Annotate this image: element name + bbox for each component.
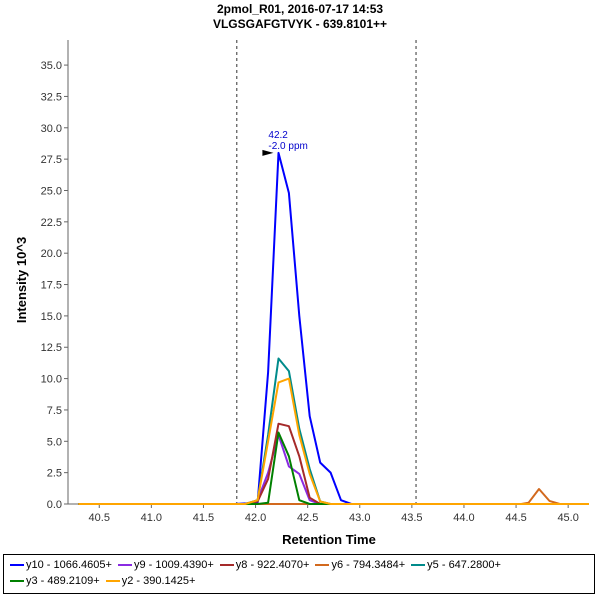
x-tick-label: 43.0 <box>349 512 370 524</box>
y-tick-label: 20.0 <box>41 248 62 260</box>
peak-annotation-text: 42.2 <box>268 130 288 141</box>
x-tick-label: 44.5 <box>505 512 526 524</box>
legend-row: y10 - 1066.4605+ y9 - 1009.4390+ y8 - 922.… <box>10 559 507 575</box>
legend-swatch <box>10 580 24 583</box>
x-tick-label: 41.5 <box>193 512 214 524</box>
series-line <box>78 422 589 505</box>
series-lines <box>78 151 589 505</box>
legend-swatch <box>411 564 426 567</box>
series-line <box>78 151 589 505</box>
y-tick-label: 10.0 <box>41 374 62 386</box>
y-tick-label: 15.0 <box>41 311 62 323</box>
peak-annotation: 42.2-2.0 ppm <box>262 130 308 156</box>
legend-row: y3 - 489.2109+ y2 - 390.1425+ <box>10 575 201 591</box>
x-tick-label: 42.0 <box>245 512 266 524</box>
legend-label: y10 - 1066.4605+ <box>26 559 112 572</box>
y-tick-label: 27.5 <box>41 154 62 166</box>
series-line <box>78 488 589 505</box>
legend-item: y8 - 922.4070+ <box>219 559 310 572</box>
y-tick-label: 7.5 <box>47 405 62 417</box>
series-line <box>78 434 589 505</box>
legend-label: y3 - 489.2109+ <box>26 575 100 588</box>
legend-item: y9 - 1009.4390+ <box>117 559 214 572</box>
x-tick-label: 45.0 <box>557 512 578 524</box>
y-axis-label: Intensity 10^3 <box>14 237 29 323</box>
y-tick-label: 25.0 <box>41 185 62 197</box>
y-tick-label: 12.5 <box>41 342 62 354</box>
axes: 40.5 41.0 41.5 42.0 42.5 43.0 43.5 44.0 44.5 45.0… <box>41 40 589 524</box>
legend-swatch <box>117 564 132 567</box>
y-tick-label: 30.0 <box>41 123 62 135</box>
x-tick-label: 42.5 <box>297 512 318 524</box>
y-tick-label: 2.5 <box>47 468 62 480</box>
x-tick-label: 40.5 <box>89 512 110 524</box>
legend-label: y9 - 1009.4390+ <box>133 559 214 572</box>
y-tick-label: 22.5 <box>41 217 62 229</box>
y-tick-label: 0.0 <box>47 499 62 511</box>
y-tick-label: 32.5 <box>41 91 62 103</box>
legend-item: y10 - 1066.4605+ <box>10 559 112 571</box>
y-tick-label: 5.0 <box>47 436 62 448</box>
peak-annotation-text: -2.0 ppm <box>268 141 307 152</box>
legend-item: y3 - 489.2109+ <box>10 575 100 587</box>
chart-subtitle: VLGSGAFGTVYK - 639.8101++ <box>212 17 388 31</box>
legend-swatch <box>315 564 330 567</box>
legend-swatch <box>105 580 120 583</box>
x-tick-label: 41.0 <box>141 512 162 524</box>
legend-label: y5 - 647.2800+ <box>427 559 501 572</box>
peak-marker <box>262 149 274 156</box>
legend-swatch <box>219 564 234 567</box>
y-tick-label: 35.0 <box>41 60 62 72</box>
legend-label: y2 - 390.1425+ <box>121 575 196 588</box>
x-axis-label: Retention Time <box>282 532 376 547</box>
legend-item: y2 - 390.1425+ <box>105 575 196 588</box>
chart-title: 2pmol_R01, 2016-07-17 14:53 <box>216 2 384 16</box>
legend-item: y5 - 647.2800+ <box>411 559 501 571</box>
x-tick-label: 43.5 <box>401 512 422 524</box>
series-line <box>78 377 589 505</box>
legend-item: y6 - 794.3484+ <box>315 559 405 571</box>
series-line <box>78 431 589 505</box>
integration-boundaries <box>236 40 417 504</box>
legend-label: y8 - 922.4070+ <box>235 559 310 572</box>
legend-swatch <box>10 564 24 567</box>
chart-legend: y10 - 1066.4605+ y9 - 1009.4390+ y8 - 922.… <box>3 554 595 594</box>
y-tick-label: 17.5 <box>41 280 62 292</box>
x-tick-label: 44.0 <box>453 512 474 524</box>
legend-label: y6 - 794.3484+ <box>331 559 406 572</box>
